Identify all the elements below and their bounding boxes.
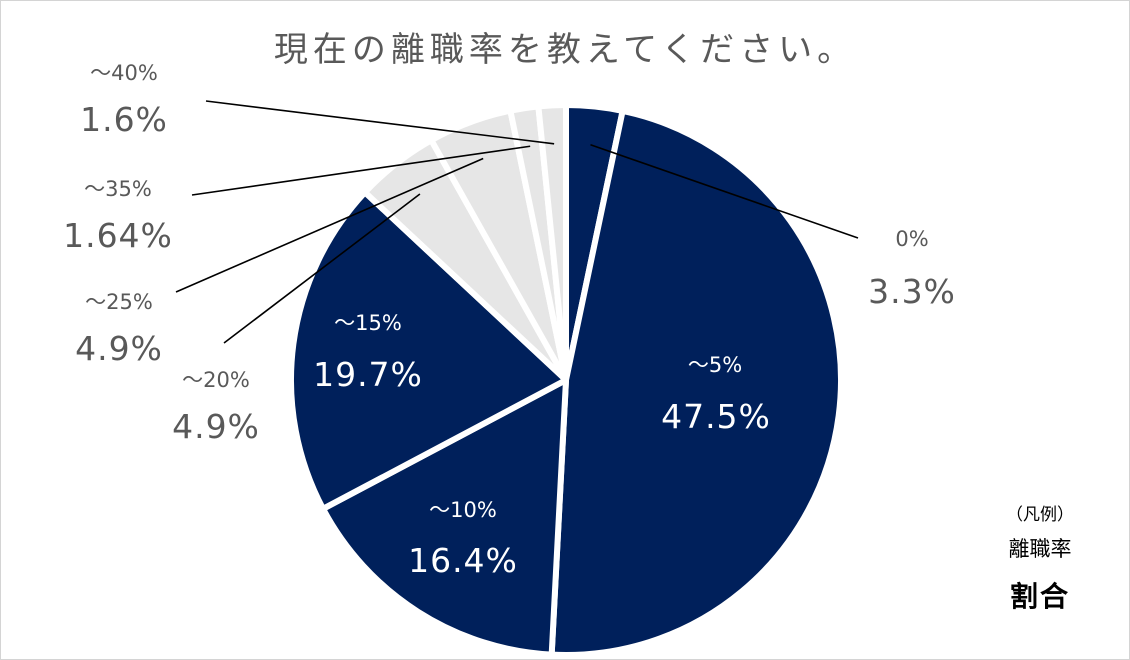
slice-category-label: ～10% [429, 498, 497, 522]
slice-value-label: 47.5% [661, 397, 771, 436]
pie-slices [288, 102, 844, 658]
slice-category-label: ～5% [688, 353, 742, 377]
legend-name-label: 離職率 [1008, 537, 1072, 561]
pie-slice-1 [548, 107, 844, 658]
pie-slice-3 [288, 189, 569, 512]
slice-value-label: 19.7% [313, 355, 423, 394]
slice-category-label: ～40% [90, 61, 158, 85]
chart-title: 現在の離職率を教えてください。 [273, 30, 857, 70]
pie-slice-7 [535, 102, 569, 383]
leader-lines [175, 100, 859, 344]
slice-value-label: 16.4% [408, 541, 518, 580]
slice-category-label: ～20% [182, 368, 250, 392]
legend-value-label: 割合 [1009, 580, 1070, 613]
slice-category-label: ～25% [85, 290, 153, 314]
leader-line [175, 157, 484, 293]
slice-value-label: 1.6% [80, 100, 168, 139]
leader-line [590, 144, 859, 239]
leader-line [205, 100, 555, 145]
legend: （凡例） 離職率 割合 [960, 500, 1120, 615]
slice-category-label: ～35% [84, 177, 152, 201]
leader-line [191, 145, 531, 196]
slice-value-label: 1.64% [63, 216, 173, 255]
slice-category-label: ～15% [334, 311, 402, 335]
slice-value-label: 3.3% [868, 272, 956, 311]
slice-labels: 0% 3.3% ～5% 47.5% ～10% 16.4% ～15% 19.7% ～20% 4.9%… [63, 61, 956, 580]
slice-category-label: 0% [895, 227, 928, 251]
pie-slice-2 [320, 377, 569, 658]
leader-line [223, 193, 421, 344]
legend-title: （凡例） [1006, 505, 1074, 525]
slice-value-label: 4.9% [172, 407, 260, 446]
slice-value-label: 4.9% [75, 329, 163, 368]
